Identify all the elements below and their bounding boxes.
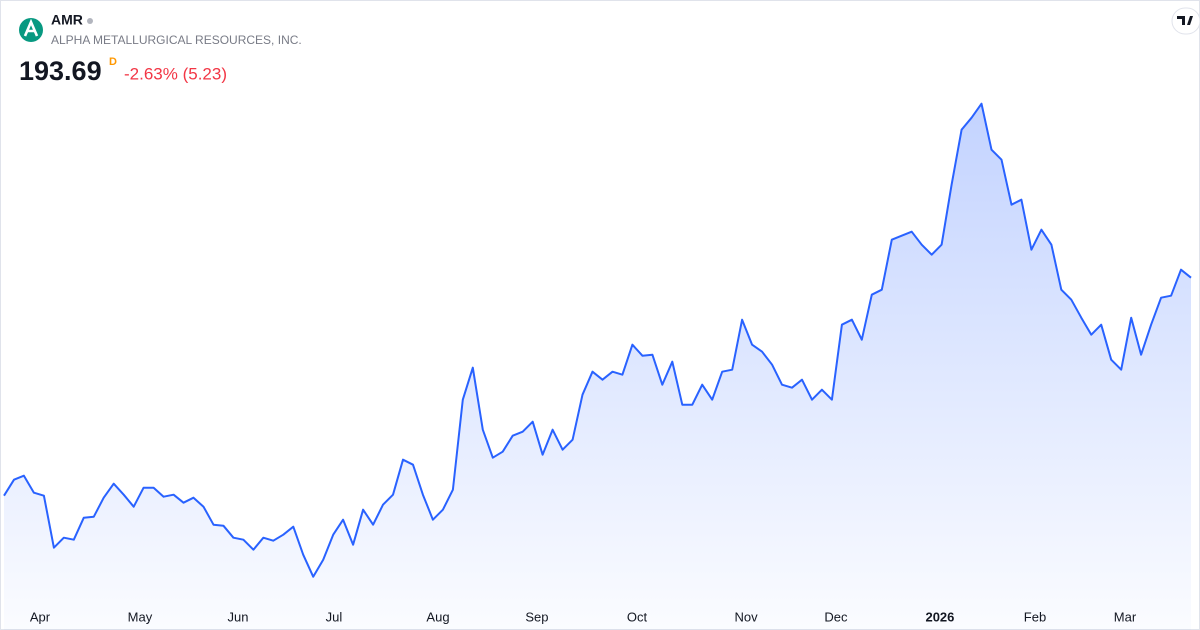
ticker: AMR <box>51 12 83 28</box>
x-tick-label: Jul <box>326 609 343 624</box>
x-tick-label: Apr <box>30 609 51 624</box>
x-tick-label: Mar <box>1114 609 1137 624</box>
area-fill <box>4 103 1191 630</box>
tv-logo <box>1177 16 1193 25</box>
tv-logo-badge[interactable] <box>1171 7 1200 35</box>
x-tick-label: Aug <box>426 609 449 624</box>
x-tick-label: Nov <box>734 609 758 624</box>
status-dot <box>87 18 93 24</box>
x-tick-label: Oct <box>627 609 648 624</box>
x-tick-label: 2026 <box>925 609 954 624</box>
x-tick-label: Feb <box>1024 609 1046 624</box>
x-tick-label: May <box>128 609 153 624</box>
price-flag: D <box>109 56 117 68</box>
plot-area: Apr May Jun Jul Aug Sep Oct Nov Dec 2026 Feb Mar <box>3 102 1192 630</box>
x-tick-label: Sep <box>525 609 548 624</box>
price: 193.69 <box>19 56 102 86</box>
x-tick-label: Jun <box>228 609 249 624</box>
price-line <box>3 102 1192 578</box>
x-tick-label: Dec <box>824 609 848 624</box>
logo-letter <box>23 18 39 37</box>
company-name: ALPHA METALLURGICAL RESOURCES, INC. <box>51 33 302 47</box>
price-change: -2.63% (5.23) <box>124 64 227 83</box>
